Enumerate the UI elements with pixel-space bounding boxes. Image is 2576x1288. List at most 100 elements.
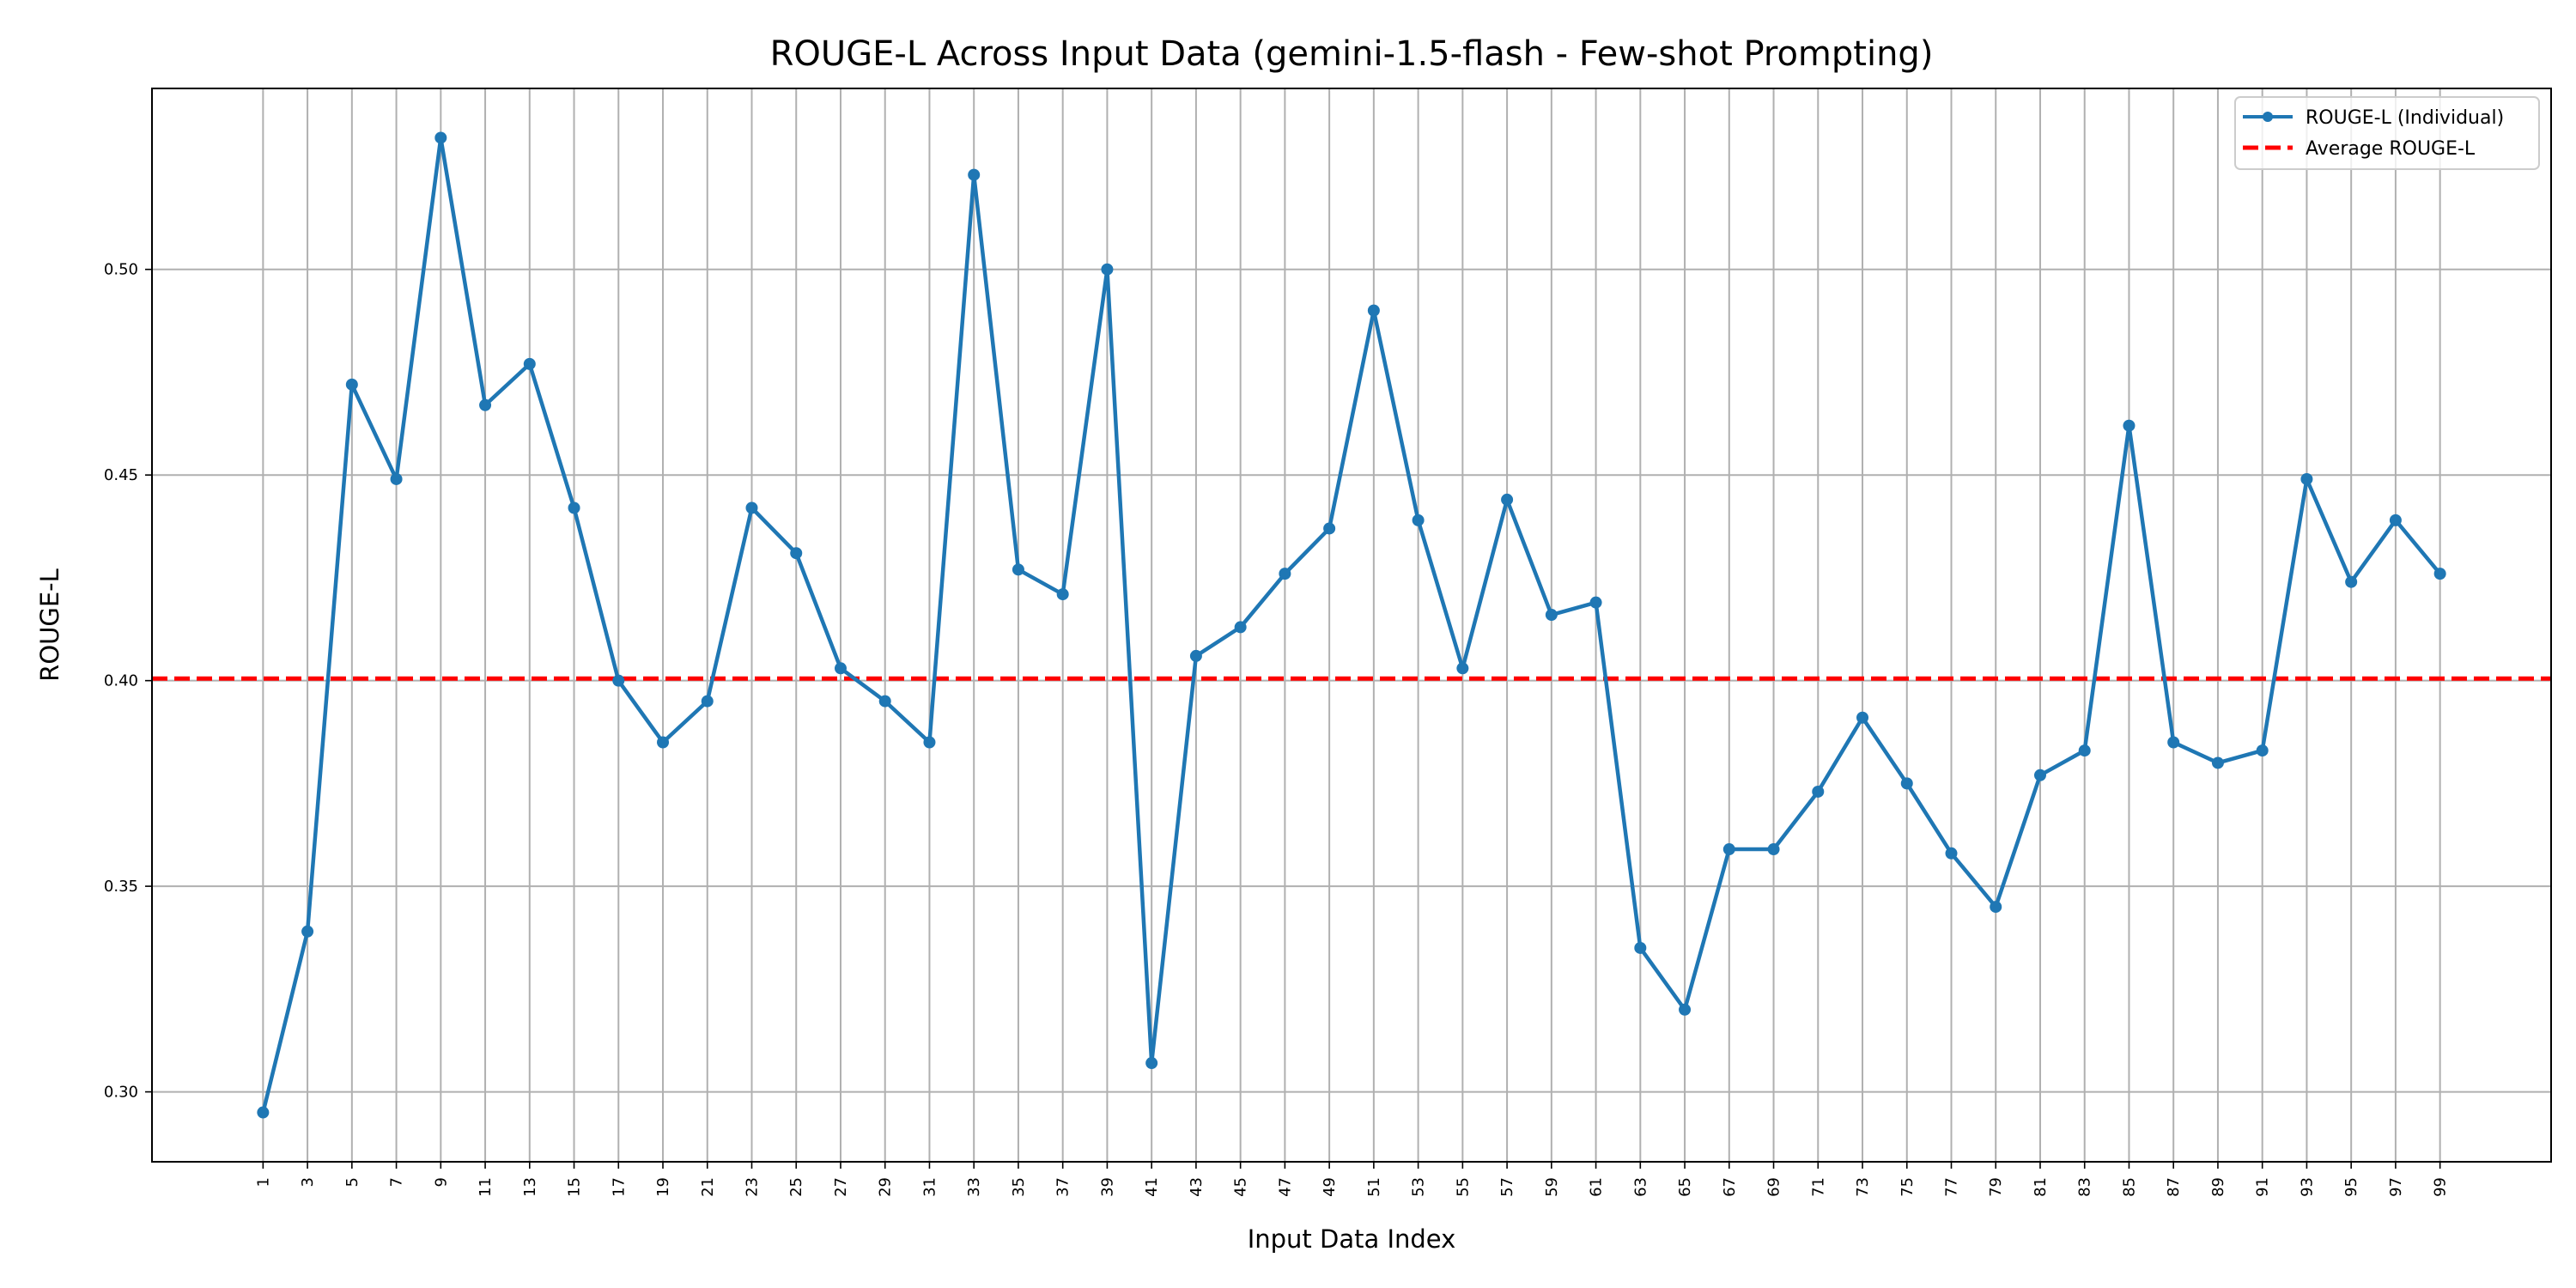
data-point xyxy=(968,168,981,181)
data-point xyxy=(1501,493,1514,506)
x-tick-label: 47 xyxy=(1276,1177,1294,1197)
data-point xyxy=(2167,736,2180,749)
x-tick-label: 27 xyxy=(832,1177,850,1197)
x-tick-label: 95 xyxy=(2342,1177,2360,1197)
x-tick-label: 63 xyxy=(1631,1177,1649,1197)
y-tick-label: 0.40 xyxy=(104,672,138,690)
x-tick-label: 81 xyxy=(2032,1177,2050,1197)
data-point xyxy=(1722,843,1735,856)
x-tick-label: 9 xyxy=(432,1177,450,1187)
data-point xyxy=(2345,575,2358,588)
data-point xyxy=(1679,1003,1692,1016)
data-point xyxy=(834,662,847,675)
legend-label-average: Average ROUGE-L xyxy=(2306,138,2476,160)
data-point xyxy=(1412,513,1425,526)
data-point xyxy=(790,547,803,560)
data-point xyxy=(345,378,358,391)
x-tick-label: 53 xyxy=(1410,1177,1428,1197)
legend: ROUGE-L (Individual) Average ROUGE-L xyxy=(2234,96,2540,170)
series-line-individual xyxy=(261,136,2442,1114)
x-tick-label: 89 xyxy=(2209,1177,2227,1197)
data-point xyxy=(2078,744,2091,757)
x-tick-label: 55 xyxy=(1454,1177,1472,1197)
data-point xyxy=(1012,563,1024,576)
x-tick-label: 23 xyxy=(744,1177,762,1197)
legend-entry-average: Average ROUGE-L xyxy=(2243,138,2476,160)
data-point xyxy=(2389,513,2402,526)
data-point xyxy=(612,674,625,687)
data-point xyxy=(523,357,536,370)
data-point xyxy=(657,736,670,749)
x-tick-label: 35 xyxy=(1010,1177,1028,1197)
x-tick-label: 99 xyxy=(2432,1177,2450,1197)
x-tick-label: 77 xyxy=(1943,1177,1961,1197)
y-tick-label: 0.30 xyxy=(104,1084,138,1102)
x-tick-label: 17 xyxy=(610,1177,628,1197)
data-point xyxy=(568,501,580,514)
x-tick-label: 43 xyxy=(1188,1177,1206,1197)
x-tick-label: 1 xyxy=(254,1177,272,1187)
legend-label-individual: ROUGE-L (Individual) xyxy=(2306,107,2504,129)
data-point xyxy=(257,1106,270,1119)
y-tick-label: 0.45 xyxy=(104,466,138,484)
x-tick-label: 83 xyxy=(2076,1177,2094,1197)
data-point xyxy=(2211,756,2224,769)
x-tick-label: 39 xyxy=(1098,1177,1116,1197)
data-point xyxy=(2300,472,2313,485)
x-tick-label: 75 xyxy=(1899,1177,1917,1197)
data-point xyxy=(2256,744,2269,757)
data-point xyxy=(301,925,314,938)
data-point xyxy=(434,131,447,144)
data-point xyxy=(1767,843,1780,856)
x-tick-label: 91 xyxy=(2254,1177,2272,1197)
x-tick-label: 7 xyxy=(388,1177,406,1187)
y-gridlines xyxy=(152,268,2551,1093)
data-point xyxy=(1101,263,1114,276)
y-tick-label: 0.50 xyxy=(104,261,138,279)
x-tick-label: 49 xyxy=(1321,1177,1339,1197)
plot-frame xyxy=(151,88,2552,1163)
data-point xyxy=(1990,901,2002,914)
x-tick-label: 65 xyxy=(1676,1177,1694,1197)
x-tick-label: 93 xyxy=(2298,1177,2316,1197)
data-point xyxy=(1456,662,1469,675)
series-layer xyxy=(257,131,2446,1119)
x-gridlines xyxy=(262,88,2441,1162)
y-axis-label: ROUGE-L xyxy=(35,568,64,682)
x-tick-label: 3 xyxy=(299,1177,317,1187)
y-axis-ticks: 0.30 0.35 0.40 0.45 0.50 xyxy=(104,261,152,1102)
x-tick-label: 37 xyxy=(1054,1177,1072,1197)
data-point xyxy=(701,695,714,708)
x-tick-label: 73 xyxy=(1854,1177,1872,1197)
x-axis-ticks: 1 3 5 7 9 11 13 15 17 19 21 23 25 27 29 31 33 35 37 39 41 43 4… xyxy=(254,1162,2450,1197)
x-tick-label: 97 xyxy=(2387,1177,2405,1197)
x-tick-label: 71 xyxy=(1809,1177,1827,1197)
y-tick-label: 0.35 xyxy=(104,878,138,896)
legend-marker-individual xyxy=(2263,112,2273,122)
data-point xyxy=(2433,568,2446,580)
x-axis-label: Input Data Index xyxy=(1248,1224,1456,1254)
x-tick-label: 5 xyxy=(343,1177,361,1187)
data-point xyxy=(1900,777,1913,790)
data-point xyxy=(1634,941,1647,954)
x-tick-label: 11 xyxy=(477,1177,495,1197)
data-point xyxy=(1545,609,1558,622)
x-tick-label: 25 xyxy=(787,1177,805,1197)
data-point xyxy=(923,736,936,749)
data-point xyxy=(1856,711,1869,724)
x-tick-label: 85 xyxy=(2120,1177,2138,1197)
data-point xyxy=(2123,419,2136,432)
x-tick-label: 69 xyxy=(1765,1177,1783,1197)
x-tick-label: 29 xyxy=(877,1177,895,1197)
x-tick-label: 51 xyxy=(1365,1177,1383,1197)
x-tick-label: 33 xyxy=(965,1177,983,1197)
data-point xyxy=(1323,522,1336,535)
x-tick-label: 21 xyxy=(699,1177,717,1197)
x-tick-label: 15 xyxy=(566,1177,584,1197)
x-tick-label: 61 xyxy=(1588,1177,1606,1197)
data-point xyxy=(1589,596,1602,609)
data-point xyxy=(390,472,403,485)
data-point xyxy=(1145,1057,1158,1070)
data-point xyxy=(878,695,891,708)
